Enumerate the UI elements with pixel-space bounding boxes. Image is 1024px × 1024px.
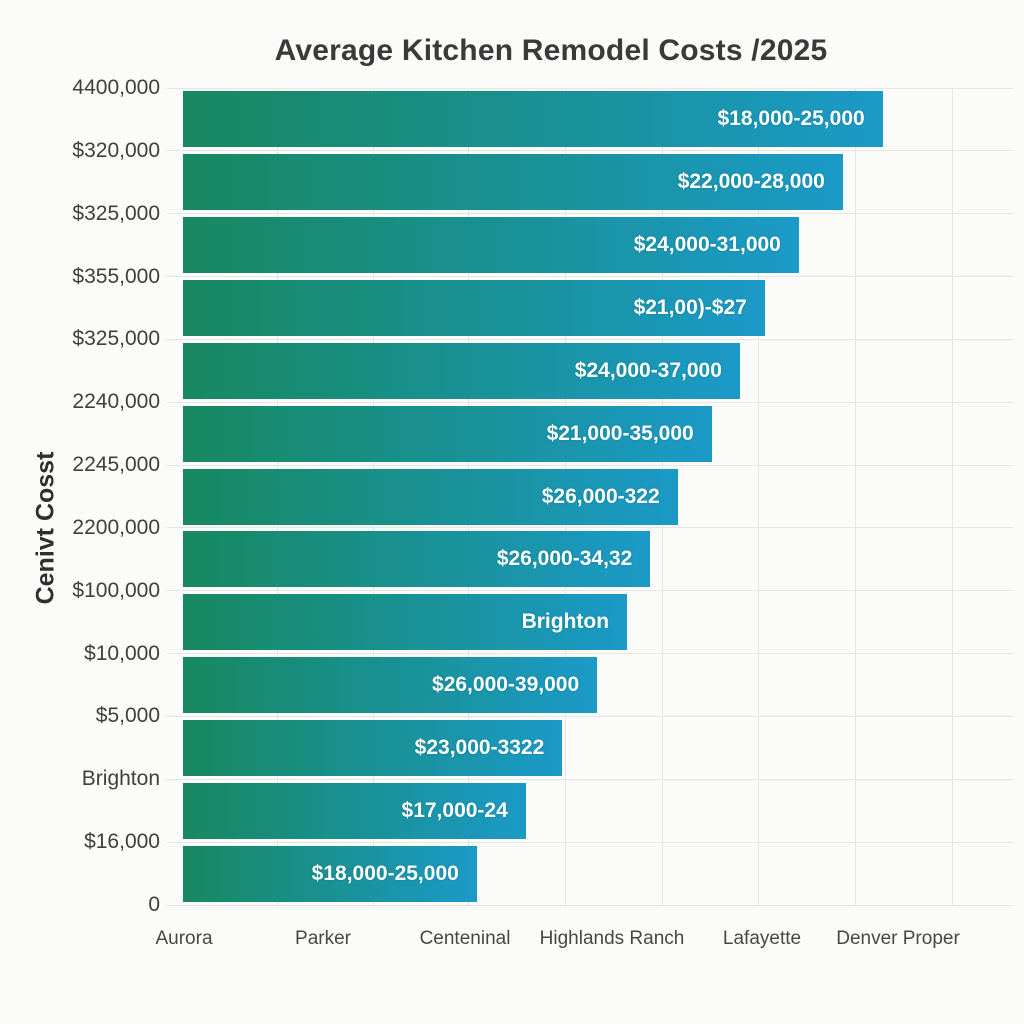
bar-row-3: $21,00)-$27 <box>183 279 765 336</box>
bar-row-5: $21,000-35,000 <box>183 405 712 462</box>
gridline-horizontal <box>167 276 1013 278</box>
gridline-horizontal <box>167 150 1013 152</box>
bar-value-label: $21,000-35,000 <box>546 421 694 445</box>
bar-row-2: $24,000-31,000 <box>183 217 799 274</box>
gridline-horizontal <box>167 401 1013 403</box>
y-tick-label: 2245,000 <box>72 453 160 477</box>
bar-value-label: $23,000-3322 <box>414 735 545 759</box>
bar-row-9: $26,000-39,000 <box>183 657 598 714</box>
y-tick-label: 2200,000 <box>72 515 160 539</box>
gridline-horizontal <box>167 841 1013 843</box>
plot-area: $18,000-25,000 $22,000-28,000 $24,000-31,0… <box>167 87 1013 906</box>
y-tick-label: $10,000 <box>84 641 160 665</box>
y-tick-label: $320,000 <box>72 138 160 162</box>
gridline-horizontal <box>167 338 1013 340</box>
bar-row-10: $23,000-3322 <box>183 719 563 776</box>
bar-value-label: $22,000-28,000 <box>677 170 825 194</box>
bar-row-8: Brighton <box>183 594 628 651</box>
bar-row-11: $17,000-24 <box>183 782 526 839</box>
y-tick-label: $355,000 <box>72 264 160 288</box>
gridline-horizontal <box>167 715 1013 717</box>
bar-value-label: $18,000-25,000 <box>717 107 865 131</box>
x-tick-label: Aurora <box>155 928 213 949</box>
x-tick-label: Lafayette <box>722 928 802 949</box>
x-tick-label: Parker <box>295 928 351 949</box>
y-axis-title: Cenivt Cosst <box>31 451 60 605</box>
x-tick-label: Centeninal <box>419 928 511 949</box>
bar-value-label: $26,000-322 <box>541 484 660 508</box>
gridline-horizontal <box>167 590 1013 592</box>
gridline-horizontal <box>167 213 1013 215</box>
y-tick-label: $5,000 <box>95 704 160 728</box>
gridline-horizontal <box>167 778 1013 780</box>
gridline-horizontal <box>167 464 1013 466</box>
gridline-horizontal <box>167 904 1013 906</box>
bar-value-label: Brighton <box>521 610 610 634</box>
bar-value-label: $24,000-37,000 <box>574 358 722 382</box>
bar-row-4: $24,000-37,000 <box>183 342 740 399</box>
bar-value-label: $24,000-31,000 <box>633 233 781 257</box>
chart-title: Average Kitchen Remodel Costs /2025 <box>274 34 828 67</box>
y-tick-label: $325,000 <box>72 327 160 351</box>
bar-row-6: $26,000-322 <box>183 468 678 525</box>
y-tick-label: 0 <box>148 893 160 916</box>
bar-row-0: $18,000-25,000 <box>183 91 883 148</box>
x-tick-label: Denver Proper <box>836 928 960 949</box>
y-tick-label: Brighton <box>81 767 160 791</box>
gridline-vertical <box>855 88 856 905</box>
gridline-vertical <box>758 88 759 905</box>
y-tick-label: 2240,000 <box>72 390 160 414</box>
gridline-horizontal <box>167 653 1013 655</box>
gridline-vertical <box>952 88 953 905</box>
y-tick-label: 4400,000 <box>72 76 160 99</box>
gridline-horizontal <box>167 87 1013 89</box>
bar-row-12: $18,000-25,000 <box>183 845 477 902</box>
bar-value-label: $21,00)-$27 <box>633 295 747 319</box>
bar-value-label: $18,000-25,000 <box>311 861 459 885</box>
bar-value-label: $26,000-34,32 <box>496 547 633 571</box>
gridline-horizontal <box>167 527 1013 529</box>
bar-row-7: $26,000-34,32 <box>183 531 651 588</box>
bar-value-label: $26,000-39,000 <box>432 673 580 697</box>
y-tick-label: $325,000 <box>72 201 160 225</box>
bar-row-1: $22,000-28,000 <box>183 154 843 211</box>
x-tick-label: Highlands Ranch <box>539 928 685 949</box>
y-tick-label: $16,000 <box>84 830 160 854</box>
bar-value-label: $17,000-24 <box>401 798 508 822</box>
y-tick-label: $100,000 <box>72 578 160 602</box>
